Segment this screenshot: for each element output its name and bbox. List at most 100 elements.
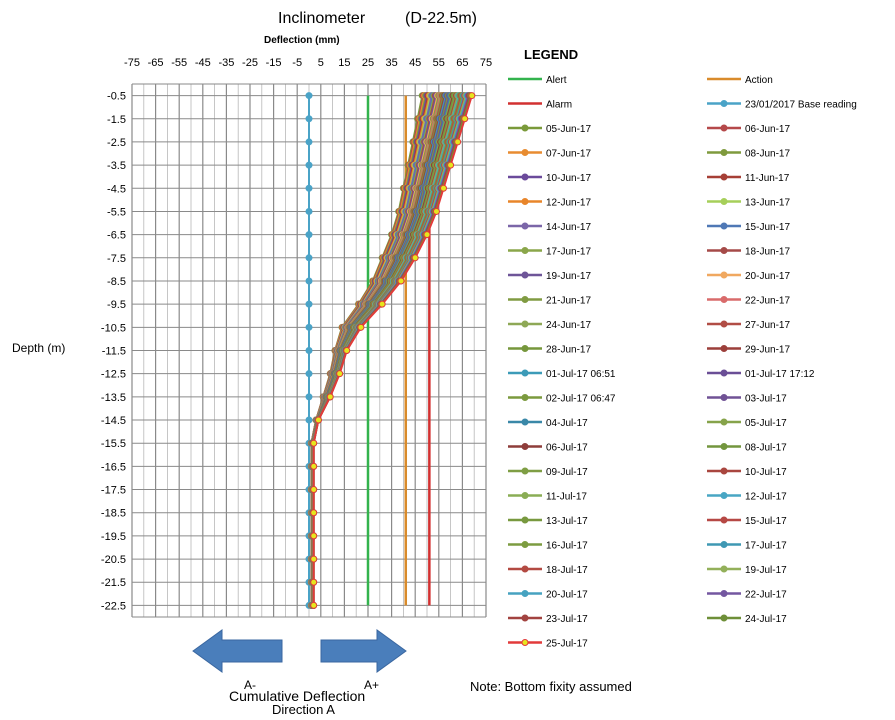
y-tick-label: -14.5 <box>101 415 126 427</box>
legend-marker <box>521 345 529 352</box>
legend-label: 24-Jun-17 <box>546 320 591 331</box>
series-point <box>440 184 448 192</box>
legend-marker <box>720 369 728 377</box>
y-tick-label: -4.5 <box>107 183 126 195</box>
x-tick-label: -45 <box>195 57 211 69</box>
arrow-left-label: A- <box>244 678 256 692</box>
legend-marker <box>720 492 728 499</box>
legend-label: 08-Jun-17 <box>745 149 790 160</box>
series-point <box>336 370 344 378</box>
legend-marker <box>720 443 728 450</box>
series-point <box>305 207 313 215</box>
series-point <box>310 555 318 563</box>
series-point <box>305 393 313 401</box>
legend-label: 04-Jul-17 <box>546 418 588 429</box>
y-tick-label: -2.5 <box>107 137 126 149</box>
legend-marker <box>720 271 728 279</box>
legend-label: 12-Jun-17 <box>546 198 591 209</box>
legend-marker <box>521 590 529 597</box>
x-axis-label: Deflection (mm) <box>264 35 340 46</box>
series-lines <box>305 92 476 609</box>
series-point <box>432 207 440 215</box>
x-tick-label: -55 <box>171 57 187 69</box>
legend-marker <box>720 516 728 524</box>
legend-label: Alarm <box>546 100 572 111</box>
series-point <box>314 416 322 424</box>
x-tick-label: -65 <box>148 57 164 69</box>
legend-label: 03-Jul-17 <box>745 394 787 405</box>
legend-marker <box>521 565 529 573</box>
legend-marker <box>720 590 728 597</box>
legend-label: 10-Jul-17 <box>745 467 787 478</box>
series-point <box>310 578 318 586</box>
legend-label: 05-Jul-17 <box>745 418 787 429</box>
legend-marker <box>720 247 728 254</box>
legend-label: 11-Jul-17 <box>546 492 587 503</box>
legend-label: 01-Jul-17 17:12 <box>745 369 815 380</box>
series-point <box>310 532 318 540</box>
series-point <box>378 300 386 308</box>
series-point <box>423 231 431 239</box>
legend-marker <box>720 541 728 548</box>
legend-label: 18-Jun-17 <box>745 247 790 258</box>
legend-label: 27-Jun-17 <box>745 320 790 331</box>
series-point <box>305 138 313 146</box>
series-point <box>310 486 318 494</box>
series-point <box>305 370 313 378</box>
legend-label: 06-Jun-17 <box>745 124 790 135</box>
x-tick-label: -35 <box>218 57 234 69</box>
x-tick-label: -25 <box>242 57 258 69</box>
y-tick-label: -19.5 <box>101 531 126 543</box>
legend-label: 22-Jun-17 <box>745 296 790 307</box>
x-tick-label: 35 <box>385 57 397 69</box>
legend-marker <box>521 467 529 475</box>
y-tick-label: -6.5 <box>107 230 126 242</box>
legend-marker <box>521 222 529 230</box>
y-tick-label: -10.5 <box>101 322 126 334</box>
x-tick-label: 15 <box>338 57 350 69</box>
legend-label: 10-Jun-17 <box>546 173 591 184</box>
y-tick-label: -21.5 <box>101 577 126 589</box>
legend-label: 28-Jun-17 <box>546 345 591 356</box>
y-tick-label: -15.5 <box>101 438 126 450</box>
legend-marker <box>720 124 728 132</box>
legend-label: 20-Jul-17 <box>546 590 588 601</box>
y-tick-label: -22.5 <box>101 600 126 612</box>
y-tick-label: -1.5 <box>107 114 126 126</box>
legend-label: 15-Jul-17 <box>745 516 787 527</box>
legend-label: 17-Jun-17 <box>546 247 591 258</box>
legend-marker <box>720 467 728 475</box>
legend-label: Action <box>745 75 773 86</box>
series-point <box>310 509 318 517</box>
y-tick-label: -11.5 <box>102 346 126 358</box>
series-point <box>305 254 313 262</box>
legend-label: 08-Jul-17 <box>745 443 787 454</box>
legend-marker <box>720 149 728 156</box>
legend-title: LEGEND <box>524 47 578 62</box>
note-text: Note: Bottom fixity assumed <box>470 679 632 694</box>
x-tick-label: 65 <box>456 57 468 69</box>
legend-label: 13-Jul-17 <box>546 516 588 527</box>
series-point <box>305 323 313 331</box>
y-tick-label: -13.5 <box>101 392 126 404</box>
legend-marker <box>720 565 728 573</box>
legend-label: 15-Jun-17 <box>745 222 790 233</box>
x-tick-label: 5 <box>318 57 324 69</box>
series-point <box>310 462 318 470</box>
chart-title-suffix: (D-22.5m) <box>405 10 477 27</box>
x-tick-label: 25 <box>362 57 374 69</box>
legend-marker <box>521 124 529 132</box>
legend-marker <box>521 271 529 279</box>
y-tick-label: -17.5 <box>101 485 126 497</box>
series-point <box>305 231 313 239</box>
legend-label: 23-Jul-17 <box>546 614 588 625</box>
legend: Alert Action Alarm 23/01/2017 Base reading 0… <box>508 75 857 650</box>
legend-label: 24-Jul-17 <box>745 614 787 625</box>
legend-label: 19-Jun-17 <box>546 271 591 282</box>
legend-marker <box>521 639 529 646</box>
legend-marker <box>521 173 529 181</box>
y-tick-labels: -0.5 -1.5 -2.5 -3.5 -4.5 -5.5 -6.5 -7.5 -8.5 -9.5… <box>101 91 126 613</box>
y-tick-label: -8.5 <box>107 276 126 288</box>
legend-label: 05-Jun-17 <box>546 124 591 135</box>
